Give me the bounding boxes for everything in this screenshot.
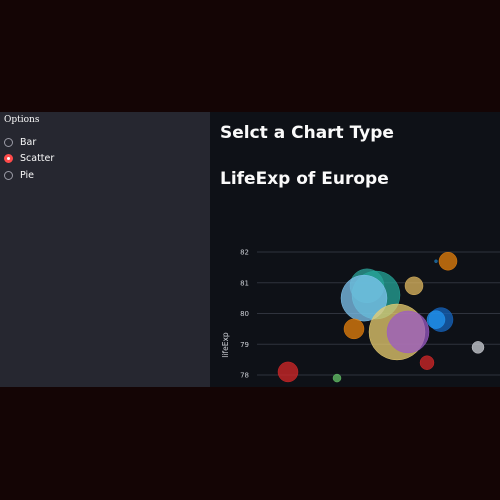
scatter-point[interactable] (340, 274, 388, 322)
scatter-point[interactable] (404, 276, 424, 296)
radio-option-scatter[interactable]: Scatter (4, 151, 54, 165)
radio-label-pie: Pie (20, 169, 35, 181)
chart-heading: LifeExp of Europe (220, 169, 389, 189)
y-tick-label: 81 (240, 279, 249, 287)
scatter-point[interactable] (386, 310, 430, 354)
y-tick-label: 82 (240, 249, 249, 257)
radio-option-pie[interactable]: Pie (4, 168, 34, 182)
main-panel: 78 79 80 81 82 lifeExp Selct a Chart Type Lif… (210, 112, 500, 387)
y-axis-label: lifeExp (221, 332, 230, 358)
scatter-point[interactable] (343, 318, 365, 340)
radio-option-bar[interactable]: Bar (4, 135, 36, 149)
scatter-point[interactable] (438, 251, 458, 271)
scatter-point[interactable] (277, 361, 299, 383)
scatter-point[interactable] (419, 355, 435, 370)
radio-label-scatter: Scatter (20, 152, 55, 164)
y-tick-label: 78 (240, 372, 249, 380)
y-tick-label: 80 (240, 310, 249, 318)
y-tick-label: 79 (240, 341, 249, 349)
radio-circle-icon[interactable] (4, 170, 13, 180)
radio-selected-icon[interactable] (4, 153, 13, 163)
sidebar: Options Bar Scatter Pie (0, 112, 210, 387)
options-title: Options (4, 115, 40, 125)
radio-label-bar: Bar (20, 136, 37, 148)
scatter-point[interactable] (426, 310, 446, 329)
page-title: Selct a Chart Type (220, 123, 394, 143)
app-window: Options Bar Scatter Pie 78 79 80 81 82 lifeEx… (0, 112, 500, 387)
scatter-point[interactable] (471, 341, 485, 354)
radio-circle-icon[interactable] (4, 137, 13, 147)
scatter-chart: 78 79 80 81 82 lifeExp (221, 249, 500, 383)
scatter-point[interactable] (434, 259, 438, 263)
scatter-point[interactable] (332, 373, 342, 383)
